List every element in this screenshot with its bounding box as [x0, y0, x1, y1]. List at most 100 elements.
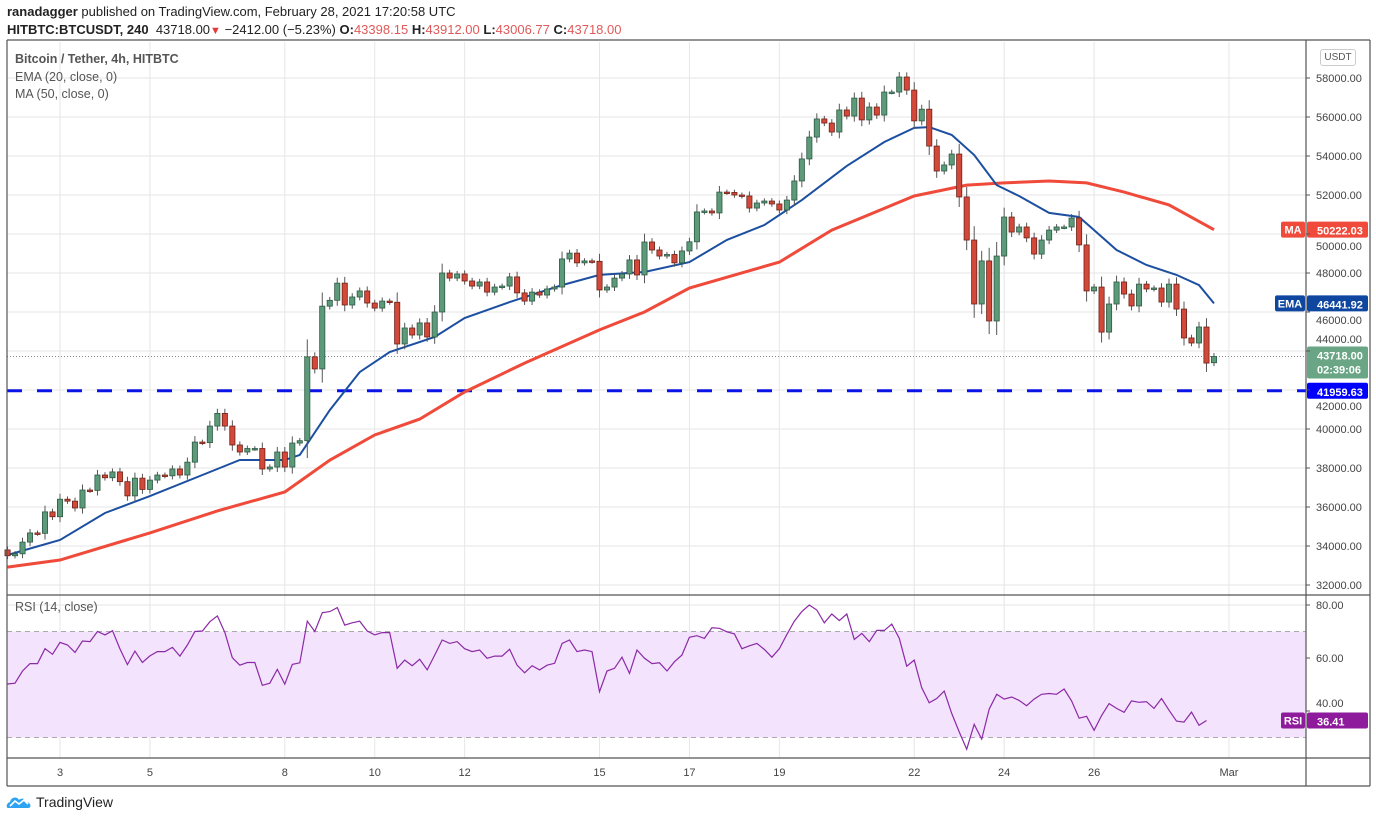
candle-body	[154, 474, 161, 481]
candle-up	[1210, 353, 1217, 367]
candle-down	[1023, 222, 1030, 243]
candle-body	[589, 260, 596, 263]
candle-down	[1031, 232, 1038, 260]
candle-up	[296, 437, 303, 446]
candle-up	[27, 528, 34, 547]
candle-body	[551, 286, 558, 290]
ema-tag-side-box	[1275, 295, 1305, 312]
rsi-tick-label: 60.00	[1316, 653, 1344, 665]
candle-body	[416, 322, 423, 336]
candle-down	[199, 439, 206, 446]
candle-body	[304, 356, 311, 442]
time-tick-label: 12	[459, 767, 471, 779]
candle-down	[648, 238, 655, 254]
candle-down	[1098, 276, 1105, 343]
candle-down	[723, 189, 730, 195]
candle-up	[146, 476, 153, 494]
low-label: L:	[483, 22, 496, 37]
rsi-tick-label: 80.00	[1316, 600, 1344, 612]
candle-up	[1151, 285, 1158, 292]
candle-down	[1173, 277, 1180, 316]
candle-down	[656, 246, 663, 260]
candle-body	[409, 327, 416, 336]
chart-frame	[6, 39, 1371, 787]
ema-tag-box	[1307, 295, 1368, 312]
time-tick-label: Mar	[1219, 767, 1238, 779]
candle-up	[693, 204, 700, 250]
candle-body	[274, 451, 281, 468]
candle-up	[888, 89, 895, 95]
candle-up	[251, 446, 258, 451]
high-value: 43912.00	[425, 22, 480, 37]
candle-body	[1046, 229, 1053, 241]
candle-up	[836, 103, 843, 139]
candle-body	[311, 356, 318, 370]
candle-down	[768, 198, 775, 207]
candle-body	[1091, 286, 1098, 292]
candle-down	[776, 200, 783, 214]
candle-down	[956, 143, 963, 208]
candle-down	[341, 276, 348, 312]
currency-badge[interactable]: USDT	[1320, 49, 1356, 66]
tradingview-logo[interactable]: TradingView	[6, 794, 113, 810]
legend-rsi[interactable]: RSI (14, close)	[15, 600, 98, 614]
rsi-axis[interactable]: 40.00 60.00 80.00	[1306, 600, 1344, 712]
candle-body	[12, 553, 19, 557]
candle-down	[514, 271, 521, 299]
ma-tag-text: 50222.03	[1317, 226, 1363, 238]
candle-up	[551, 284, 558, 292]
candles	[4, 71, 1217, 560]
candle-body	[1195, 326, 1202, 344]
candle-up	[581, 258, 588, 266]
candle-down	[259, 442, 266, 476]
time-tick-label: 22	[908, 767, 920, 779]
candle-body	[371, 302, 378, 309]
ema-tag-text: 46441.92	[1317, 299, 1363, 311]
publish-text: published on TradingView.com, February 2…	[77, 4, 456, 19]
candle-body	[56, 498, 63, 518]
high-label: H:	[411, 22, 426, 37]
candle-body	[86, 489, 93, 492]
candle-body	[49, 511, 56, 518]
candle-body	[896, 76, 903, 93]
time-axis[interactable]: 3 5 8 10 12 15 17 19 22 24 26 Mar	[57, 767, 1239, 779]
candle-up	[499, 283, 506, 290]
candle-up	[401, 322, 408, 350]
candle-down	[589, 258, 596, 264]
legend-ema[interactable]: EMA (20, close, 0)	[15, 70, 118, 84]
time-tick-label: 26	[1088, 767, 1100, 779]
legend-title[interactable]: Bitcoin / Tether, 4h, HITBTC	[15, 52, 179, 66]
candle-body	[678, 250, 685, 264]
candle-down	[64, 496, 71, 504]
candle-body	[116, 471, 123, 483]
candle-up	[1001, 207, 1008, 266]
candle-body	[424, 322, 431, 338]
price-axis[interactable]: 32000.00 34000.00 36000.00 38000.00 40000.00…	[1306, 73, 1362, 592]
candle-body	[1061, 226, 1068, 229]
author[interactable]: ranadagger	[7, 4, 78, 19]
legend-ma[interactable]: MA (50, close, 0)	[15, 87, 109, 101]
candle-down	[858, 91, 865, 127]
candle-up	[529, 288, 536, 306]
candle-up	[701, 208, 708, 215]
candle-up	[566, 249, 573, 263]
candle-body	[1008, 216, 1015, 233]
candle-body	[776, 203, 783, 211]
candle-body	[229, 425, 236, 446]
candle-body	[506, 276, 513, 287]
candle-body	[858, 97, 865, 121]
candle-up	[941, 161, 948, 175]
candle-down	[229, 420, 236, 451]
candle-body	[671, 254, 678, 264]
ema20-line	[7, 126, 1215, 556]
candle-down	[49, 508, 56, 520]
candle-up	[19, 537, 26, 559]
candle-up	[506, 272, 513, 291]
rsi-tag-box	[1307, 712, 1368, 729]
candle-up	[753, 199, 760, 212]
candle-body	[933, 145, 940, 172]
candle-up	[56, 493, 63, 523]
candle-body	[941, 164, 948, 172]
candle-body	[544, 288, 551, 296]
